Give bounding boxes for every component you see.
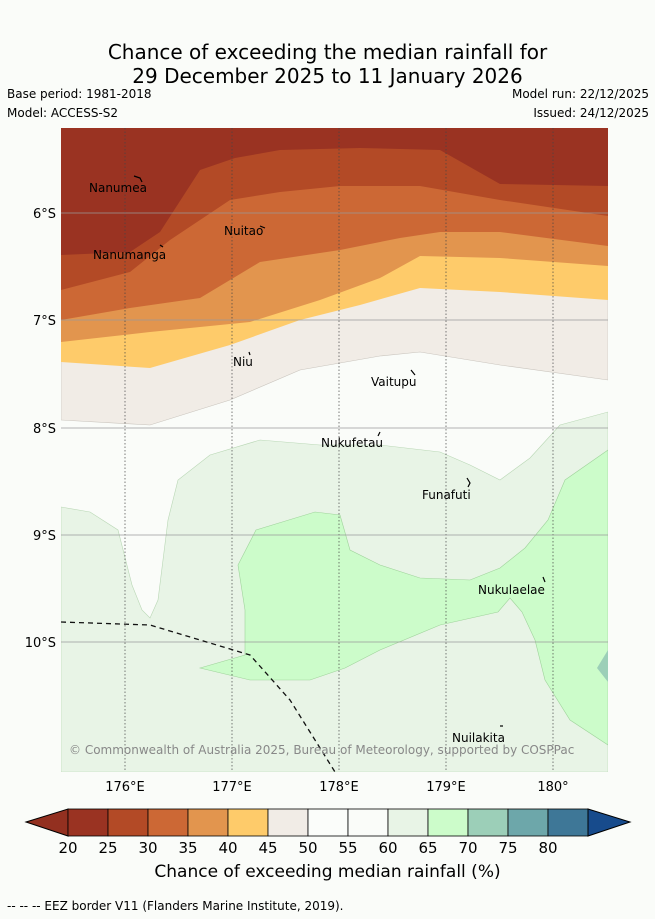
chart-title: Chance of exceeding the median rainfall … (0, 40, 655, 88)
model-name: Model: ACCESS-S2 (7, 106, 119, 120)
colorbar-cell (507, 808, 549, 837)
colorbar-low-arrow (24, 808, 69, 837)
colorbar-cells (67, 808, 589, 837)
colorbar: 20 25 30 35 40 45 50 55 60 65 70 75 80 (24, 808, 632, 857)
lat-tick-labels: 6°S 7°S 8°S 9°S 10°S (25, 207, 56, 651)
colorbar-tick-label: 20 (58, 839, 77, 857)
island-nukufetau (377, 431, 381, 437)
island-niu (248, 351, 251, 356)
place-label: Nuilakita (452, 731, 505, 745)
colorbar-tick-label: 25 (98, 839, 117, 857)
colorbar-cell (307, 808, 349, 837)
island-nukulaelae (542, 576, 546, 583)
place-label: Funafuti (422, 488, 471, 502)
band-60-65 (198, 449, 608, 746)
lat-tick-label: 7°S (33, 314, 56, 329)
colorbar-tick-label: 50 (298, 839, 317, 857)
place-label: Vaitupu (371, 375, 417, 389)
island-nanumanga (159, 244, 164, 248)
copyright-notice: © Commonwealth of Australia 2025, Bureau… (69, 743, 574, 757)
colorbar-tick-label: 45 (258, 839, 277, 857)
band-65-70 (597, 650, 608, 682)
colorbar-tick-label: 30 (138, 839, 157, 857)
place-label: Niu (233, 355, 253, 369)
base-period: Base period: 1981-2018 (7, 87, 152, 101)
place-label: Nanumea (89, 181, 147, 195)
colorbar-tick-label: 75 (498, 839, 517, 857)
colorbar-tick-labels: 20 25 30 35 40 45 50 55 60 65 70 75 80 (58, 839, 557, 857)
colorbar-title: Chance of exceeding median rainfall (%) (154, 862, 501, 882)
lon-tick-labels: 176°E 177°E 178°E 179°E 180° (105, 780, 568, 795)
island-nuitao (259, 225, 266, 229)
colorbar-tick-label: 35 (178, 839, 197, 857)
longitude-gridlines (124, 128, 554, 772)
lat-tick-label: 6°S (33, 207, 56, 222)
colorbar-tick-label: 65 (418, 839, 437, 857)
latitude-gridlines (61, 212, 608, 643)
colorbar-cell (547, 808, 589, 837)
place-label: Nukulaelae (478, 583, 545, 597)
colorbar-cell (147, 808, 189, 837)
lat-tick-label: 10°S (25, 636, 56, 651)
island-vaitupu (410, 369, 416, 376)
lat-tick-label: 9°S (33, 529, 56, 544)
lon-tick-label: 180° (537, 780, 568, 795)
lon-tick-label: 176°E (105, 780, 145, 795)
colorbar-cell (67, 808, 109, 837)
model-run: Model run: 22/12/2025 (511, 87, 649, 101)
colorbar-high-arrow (587, 808, 632, 837)
colorbar-cell (467, 808, 509, 837)
place-label: Nukufetau (321, 436, 383, 450)
colorbar-cell (427, 808, 469, 837)
place-label: Nanumanga (93, 248, 166, 262)
colorbar-cell (227, 808, 269, 837)
place-labels: Nanumea Nuitao Nanumanga Niu Vaitupu Nuk… (89, 181, 545, 745)
colorbar-tick-label: 40 (218, 839, 237, 857)
island-nanumea (133, 175, 143, 183)
forecast-map: Nanumea Nuitao Nanumanga Niu Vaitupu Nuk… (61, 128, 608, 772)
colorbar-cell (347, 808, 389, 837)
eez-legend: -- -- -- EEZ border V11 (Flanders Marine… (7, 899, 344, 913)
colorbar-tick-label: 55 (338, 839, 357, 857)
colorbar-cell (187, 808, 229, 837)
colorbar-cell (267, 808, 309, 837)
issued-date: Issued: 24/12/2025 (533, 106, 649, 120)
island-outlines (133, 175, 546, 727)
island-funafuti (466, 477, 471, 488)
colorbar-tick-label: 80 (538, 839, 557, 857)
colorbar-tick-label: 70 (458, 839, 477, 857)
lon-tick-label: 177°E (212, 780, 252, 795)
band-20-25 (61, 128, 608, 255)
eez-border (61, 621, 336, 772)
colorbar-cell (107, 808, 149, 837)
colorbar-cell (387, 808, 429, 837)
lon-tick-label: 178°E (319, 780, 359, 795)
lon-tick-label: 179°E (426, 780, 466, 795)
title-line-2: 29 December 2025 to 11 January 2026 (132, 64, 523, 88)
place-label: Nuitao (224, 224, 263, 238)
colorbar-tick-label: 60 (378, 839, 397, 857)
lat-tick-label: 8°S (33, 422, 56, 437)
title-line-1: Chance of exceeding the median rainfall … (107, 40, 548, 64)
